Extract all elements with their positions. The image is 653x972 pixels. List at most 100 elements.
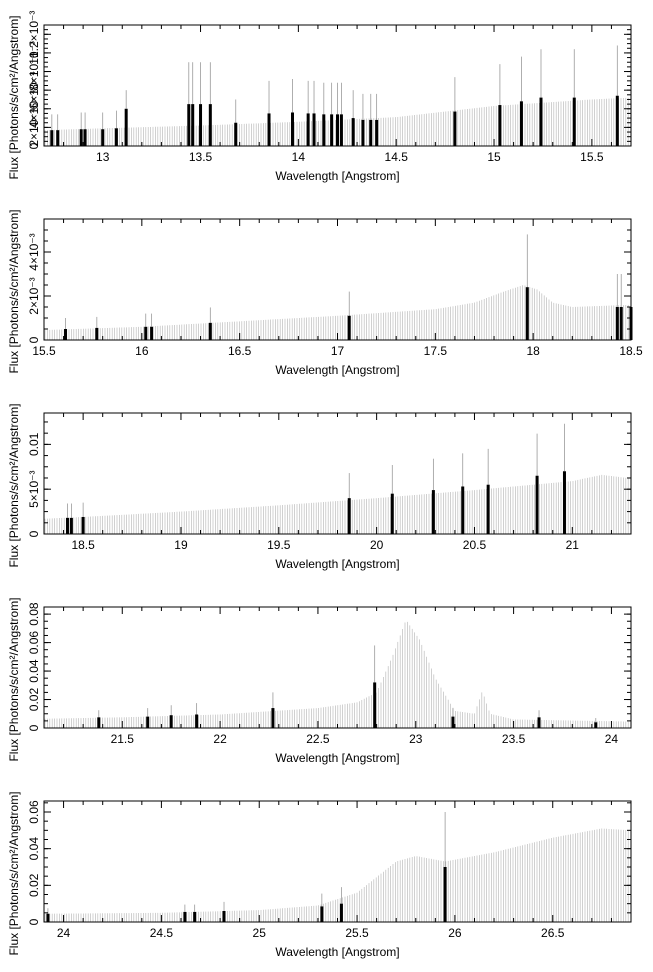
x-tick-label: 13	[96, 150, 110, 164]
data-bar	[347, 315, 351, 340]
data-bar	[330, 114, 334, 146]
x-tick-label: 24	[605, 732, 619, 746]
y-tick-label: 5×10⁻³	[27, 471, 41, 508]
x-tick-label: 24	[57, 926, 71, 940]
y-tick-label: 6×10⁻⁴	[27, 71, 41, 110]
data-bar	[312, 113, 316, 146]
data-bar	[451, 716, 455, 728]
x-tick-label: 23	[409, 732, 423, 746]
y-tick-label: 0.04	[27, 837, 41, 861]
y-tick-label: 0	[27, 530, 41, 537]
data-bar	[234, 122, 238, 146]
data-bar	[431, 490, 435, 534]
data-series	[50, 45, 619, 146]
y-tick-label: 0	[27, 142, 41, 149]
y-axis-title: Flux [Photons/s/cm²/Angstrom]	[7, 209, 21, 373]
data-bar	[453, 111, 457, 146]
data-bar	[320, 906, 324, 922]
y-tick-label: 0.02	[27, 873, 41, 897]
y-axis-title: Flux [Photons/s/cm²/Angstrom]	[7, 15, 21, 179]
data-bar	[208, 104, 212, 146]
x-tick-label: 25.5	[345, 926, 369, 940]
data-bar	[519, 101, 523, 146]
panel-2: 15.5 16 16.5 17 17.5 18 18.5 0 2×10⁻³ 4×10⁻³ Wavel…	[7, 209, 643, 377]
panel-1: 13 13.5 14 14.5 15 15.5 02×10⁻⁴4×10⁻⁴6×10⁻⁴8×1…	[7, 11, 632, 183]
model-spectrum	[44, 621, 629, 728]
x-tick-label: 19	[174, 538, 188, 552]
data-bar	[461, 486, 465, 534]
data-bar	[50, 130, 54, 146]
data-series	[64, 234, 633, 340]
model-spectrum	[44, 474, 629, 534]
data-bar	[306, 113, 310, 146]
data-bar	[65, 517, 69, 534]
x-tick-label: 16	[135, 344, 149, 358]
data-bar	[124, 108, 128, 146]
data-bar	[114, 128, 118, 146]
y-tick-label: 0.04	[27, 659, 41, 683]
data-bar	[339, 903, 343, 922]
x-axis-title: Wavelength [Angstrom]	[275, 363, 399, 377]
panel-3: 18.5 19 19.5 20 20.5 21 0 5×10⁻³ 0.01 Wavelength …	[7, 403, 632, 571]
data-bar	[486, 484, 490, 534]
data-bar	[199, 104, 203, 146]
data-bar	[361, 119, 365, 146]
y-axis-title: Flux [Photons/s/cm²/Angstrom]	[7, 791, 21, 955]
x-tick-label: 17	[331, 344, 345, 358]
data-bar	[101, 129, 105, 146]
data-bar	[443, 867, 447, 922]
x-tick-label: 26	[448, 926, 462, 940]
x-tick-label: 18.5	[71, 538, 95, 552]
data-bar	[64, 329, 68, 340]
data-bar	[290, 112, 294, 146]
y-tick-label: 0	[27, 918, 41, 925]
data-bar	[525, 287, 529, 340]
y-tick-label: 4×10⁻³	[27, 233, 41, 270]
y-tick-label: 0	[27, 336, 41, 343]
data-bar	[208, 322, 212, 340]
y-tick-label: 0.01	[27, 432, 41, 456]
x-tick-label: 15	[487, 150, 501, 164]
data-bar	[97, 717, 101, 728]
data-bar	[375, 119, 379, 146]
y-tick-label: 0	[27, 724, 41, 731]
y-tick-label: 8×10⁻⁴	[27, 52, 41, 91]
x-tick-label: 17.5	[424, 344, 448, 358]
data-bar	[169, 715, 173, 728]
data-bar	[81, 516, 85, 534]
data-bar	[562, 471, 566, 534]
y-tick-label: 0.02	[27, 688, 41, 712]
data-bar	[347, 498, 351, 534]
data-bar	[572, 97, 576, 146]
y-tick-label: 0.08	[27, 602, 41, 626]
data-bar	[351, 118, 355, 146]
data-series	[65, 423, 566, 534]
x-axis-title: Wavelength [Angstrom]	[275, 751, 399, 765]
x-tick-label: 15.5	[32, 344, 56, 358]
data-bar	[615, 95, 619, 146]
data-bar	[498, 105, 502, 146]
x-tick-label: 14.5	[385, 150, 409, 164]
data-bar	[187, 104, 191, 146]
data-bar	[373, 682, 377, 728]
x-tick-label: 14	[292, 150, 306, 164]
x-tick-label: 19.5	[267, 538, 291, 552]
x-tick-label: 20.5	[463, 538, 487, 552]
data-bar	[322, 114, 326, 146]
y-tick-label: 2×10⁻⁴	[27, 108, 41, 147]
x-axis-title: Wavelength [Angstrom]	[275, 945, 399, 959]
data-bar	[267, 113, 271, 146]
data-bar	[79, 129, 83, 146]
data-bar	[535, 475, 539, 534]
data-bar	[537, 717, 541, 728]
x-tick-label: 24.5	[150, 926, 174, 940]
data-bar	[195, 714, 199, 728]
x-tick-label: 21.5	[111, 732, 135, 746]
data-bar	[539, 97, 543, 146]
x-tick-label: 18.5	[619, 344, 643, 358]
y-tick-label: 10⁻³	[27, 41, 41, 65]
data-bar	[390, 493, 394, 534]
data-bar	[369, 119, 373, 146]
y-axis-title: Flux [Photons/s/cm²/Angstrom]	[7, 597, 21, 761]
x-tick-label: 16.5	[228, 344, 252, 358]
